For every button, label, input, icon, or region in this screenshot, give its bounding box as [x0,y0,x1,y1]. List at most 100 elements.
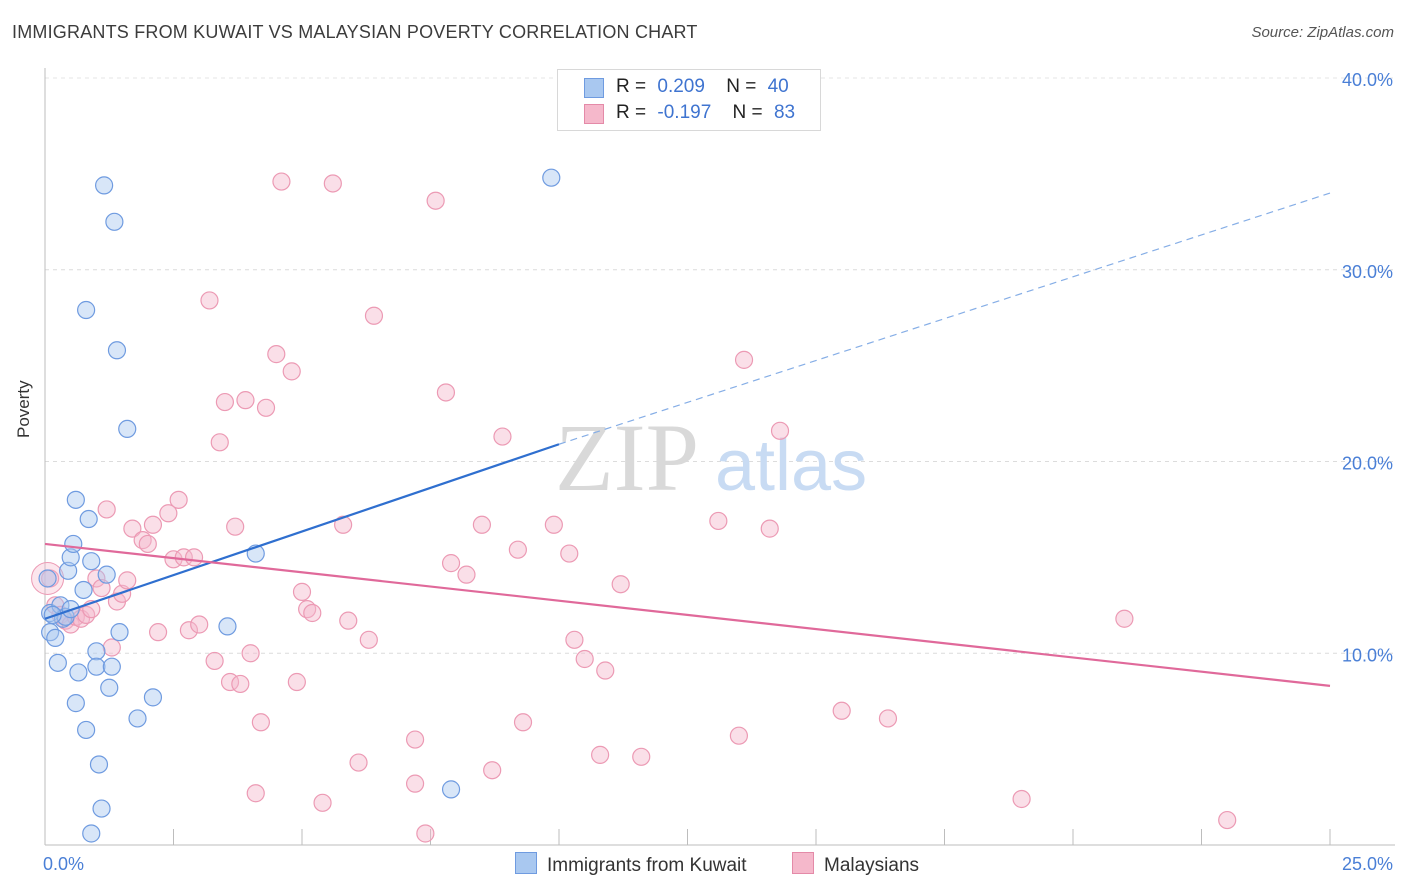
y-tick-label: 20.0% [1342,454,1393,474]
point-malaysians [596,661,615,680]
point-malaysians [87,569,106,588]
chart-source: Source: ZipAtlas.com [1251,24,1394,41]
point-malaysians [205,651,224,671]
point-malaysians [118,571,137,590]
point-malaysians [256,398,276,417]
point-malaysians [123,519,142,538]
trend-lines [44,192,1331,687]
point-kuwait [77,300,96,320]
point-kuwait [38,569,57,588]
legend-swatch-malaysians [584,104,604,124]
point-kuwait [128,709,147,728]
legend-n-value-malaysians: 83 [773,102,796,123]
point-malaysians [832,701,851,720]
point-malaysians [1218,810,1237,830]
point-malaysians [313,793,332,812]
point-kuwait [105,212,124,231]
point-kuwait [218,617,237,636]
watermark: ZIP atlas [555,404,867,511]
point-malaysians [138,534,157,554]
point-malaysians [334,515,353,534]
x-tick-label: 0.0% [43,854,84,874]
point-kuwait [118,419,137,439]
point-kuwait [79,509,98,529]
point-kuwait [69,663,88,682]
point-malaysians [215,392,234,412]
point-kuwait [46,628,65,648]
trend-line-malaysians [44,542,1331,687]
point-malaysians [92,578,111,598]
point-malaysians [405,774,425,793]
point-kuwait [74,580,93,600]
point-malaysians [190,615,209,634]
point-malaysians [565,630,584,649]
point-malaysians [709,511,728,531]
point-kuwait [143,688,163,707]
bottom-legend-kuwait: Immigrants from Kuwait [515,852,747,877]
point-malaysians [364,306,384,325]
bottom-legend-label-malaysians: Malaysians [824,855,920,876]
point-malaysians [282,362,301,381]
point-kuwait [66,694,85,713]
malaysians-points [31,172,1237,843]
point-malaysians [734,350,754,369]
point-malaysians [323,174,342,193]
point-malaysians [632,747,651,766]
point-malaysians [241,644,260,663]
point-kuwait [82,824,101,843]
point-kuwait [107,341,127,360]
legend-n-value-kuwait: 40 [767,76,789,97]
point-malaysians [236,391,255,410]
legend-n-label: N = [726,76,757,97]
watermark-atlas: atlas [715,426,867,506]
point-kuwait [102,657,121,676]
correlation-legend: R = 0.209 N = 40 R = -0.197 N = 83 [557,69,821,131]
x-tick-label: 25.0% [1342,854,1393,874]
point-kuwait [43,605,62,625]
point-malaysians [339,611,358,630]
point-kuwait [87,657,106,676]
point-malaysians [457,565,476,584]
point-malaysians [575,649,594,669]
watermark-zip: ZIP [555,404,699,511]
point-malaysians [513,713,533,732]
legend-r-value-malaysians: -0.197 [657,102,712,123]
bottom-legend-swatch-malaysians [792,852,814,874]
point-kuwait [100,678,119,697]
point-malaysians [143,515,163,534]
point-kuwait [110,623,129,642]
point-kuwait [542,168,561,187]
point-kuwait [64,534,83,554]
point-malaysians [112,584,132,603]
trend-line-kuwait-extension [558,192,1331,445]
point-malaysians [251,713,270,732]
point-malaysians [267,345,286,364]
point-malaysians [159,504,178,523]
point-malaysians [770,421,790,440]
point-malaysians [591,745,610,764]
point-kuwait [61,548,80,567]
point-malaysians [560,544,579,563]
y-tick-label: 10.0% [1342,645,1393,665]
bottom-legend-label-kuwait: Immigrants from Kuwait [547,855,747,876]
point-malaysians [287,672,306,692]
y-tick-label: 30.0% [1342,262,1393,282]
point-malaysians [760,519,779,538]
bottom-legend-malaysians: Malaysians [792,852,919,877]
point-malaysians [272,172,291,191]
point-malaysians [169,490,188,509]
point-kuwait [89,755,109,774]
point-malaysians [1115,609,1134,628]
point-kuwait [441,780,461,799]
point-malaysians [729,726,749,745]
point-malaysians [102,638,121,657]
point-malaysians [226,517,245,536]
tick-labels: 10.0% 20.0% 30.0% 40.0% 0.0% 25.0% [43,70,1393,874]
point-malaysians [292,582,312,601]
point-malaysians [200,291,219,310]
point-malaysians [210,433,229,452]
point-kuwait [41,623,60,642]
legend-r-label: R = [616,76,647,97]
axes [44,68,1395,846]
